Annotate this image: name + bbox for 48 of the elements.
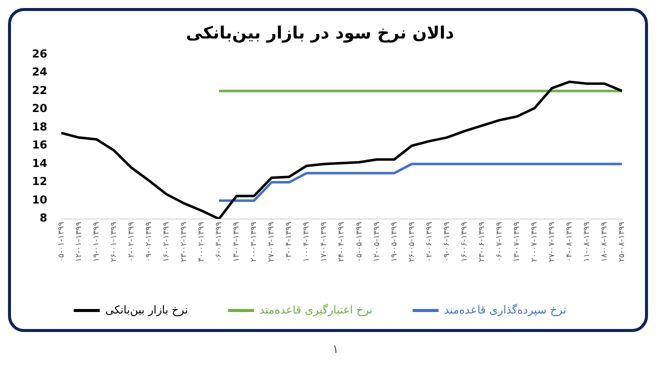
x-tick-label: ۰۶-۰۷-۱۳۹۹ (494, 222, 504, 262)
x-tick-label: ۰۳-۰۴-۱۳۹۹ (284, 222, 294, 262)
y-tick-label: 14 (32, 156, 48, 170)
x-tick-label: ۱۷-۰۴-۱۳۹۹ (319, 222, 328, 262)
y-tick-label: 10 (32, 193, 48, 206)
x-tick-label: ۲۶-۰۱-۱۳۹۹ (108, 222, 118, 262)
x-tick-label: ۲۰-۰۳-۱۳۹۹ (249, 222, 258, 262)
x-tick-label: ۱۸-۰۸-۱۳۹۹ (600, 222, 609, 262)
x-tick-label: ۲۳-۰۶-۱۳۹۹ (476, 222, 486, 262)
x-tick-label: ۱۶-۰۲-۱۳۹۹ (162, 222, 171, 262)
x-tick-label: ۱۳-۰۳-۱۳۹۹ (232, 222, 241, 262)
x-tick-label: ۲۵-۰۸-۱۳۹۹ (617, 222, 626, 262)
x-tick-label: ۰۵-۰۱-۱۳۹۹ (56, 222, 66, 262)
x-tick-label: ۰۵-۰۵-۱۳۹۹ (354, 222, 364, 262)
text: ۱ (331, 342, 340, 356)
x-tick-label: ۱۲-۰۱-۱۳۹۹ (74, 222, 83, 262)
x-tick-label: ۱۶-۰۶-۱۳۹۹ (459, 222, 468, 262)
y-tick-label: 20 (32, 102, 48, 116)
y-tick-label: 16 (32, 138, 48, 152)
y-tick-label: 22 (32, 84, 48, 97)
y-tick-label: 8 (40, 212, 48, 225)
y-tick-label: 26 (32, 47, 48, 60)
chart-title: دالان نرخ سود در بازار بین‌بانکی (186, 24, 454, 44)
x-tick-label: ۰۲-۰۲-۱۳۹۹ (126, 222, 136, 262)
x-tick-label: ۰۹-۰۲-۱۳۹۹ (144, 222, 153, 262)
legend-label: نرخ سپرده‌گذاری قاعده‌مند (444, 303, 566, 316)
x-tick-label: ۰۶-۰۳-۱۳۹۹ (214, 222, 224, 262)
x-tick-label: ۳۰-۰۲-۱۳۹۹ (196, 222, 206, 262)
x-tick-label: ۲۰-۰۷-۱۳۹۹ (529, 222, 538, 262)
legend-label: نرخ اعتبارگیری قاعده‌مند (260, 303, 373, 316)
y-tick-label: 18 (32, 120, 48, 134)
x-tick-label: ۰۹-۰۶-۱۳۹۹ (442, 222, 451, 262)
x-tick-label: ۰۲-۰۶-۱۳۹۹ (424, 222, 434, 262)
x-tick-label: ۱۳-۰۷-۱۳۹۹ (512, 222, 521, 262)
x-tick-label: ۱۲-۰۵-۱۳۹۹ (372, 222, 381, 262)
x-tick-label: ۲۷-۰۳-۱۳۹۹ (266, 222, 276, 262)
y-tick-label: 12 (32, 175, 48, 188)
x-tick-label: ۰۴-۰۸-۱۳۹۹ (564, 222, 574, 262)
x-tick-label: ۱۰-۰۴-۱۳۹۹ (302, 222, 311, 262)
x-tick-label: ۲۶-۰۵-۱۳۹۹ (406, 222, 416, 262)
legend-label: نرخ بازار بین‌بانکی (105, 303, 188, 316)
x-tick-label: ۱۹-۰۱-۱۳۹۹ (91, 222, 100, 262)
x-tick-label: ۱۱-۰۸-۱۳۹۹ (582, 222, 592, 262)
x-tick-label: ۱۹-۰۵-۱۳۹۹ (389, 222, 398, 262)
x-tick-label: ۲۳-۰۲-۱۳۹۹ (179, 222, 188, 262)
x-tick-label: ۲۴-۰۴-۱۳۹۹ (336, 222, 346, 262)
y-tick-label: 24 (32, 66, 48, 79)
x-tick-label: ۲۷-۰۷-۱۳۹۹ (546, 222, 556, 262)
